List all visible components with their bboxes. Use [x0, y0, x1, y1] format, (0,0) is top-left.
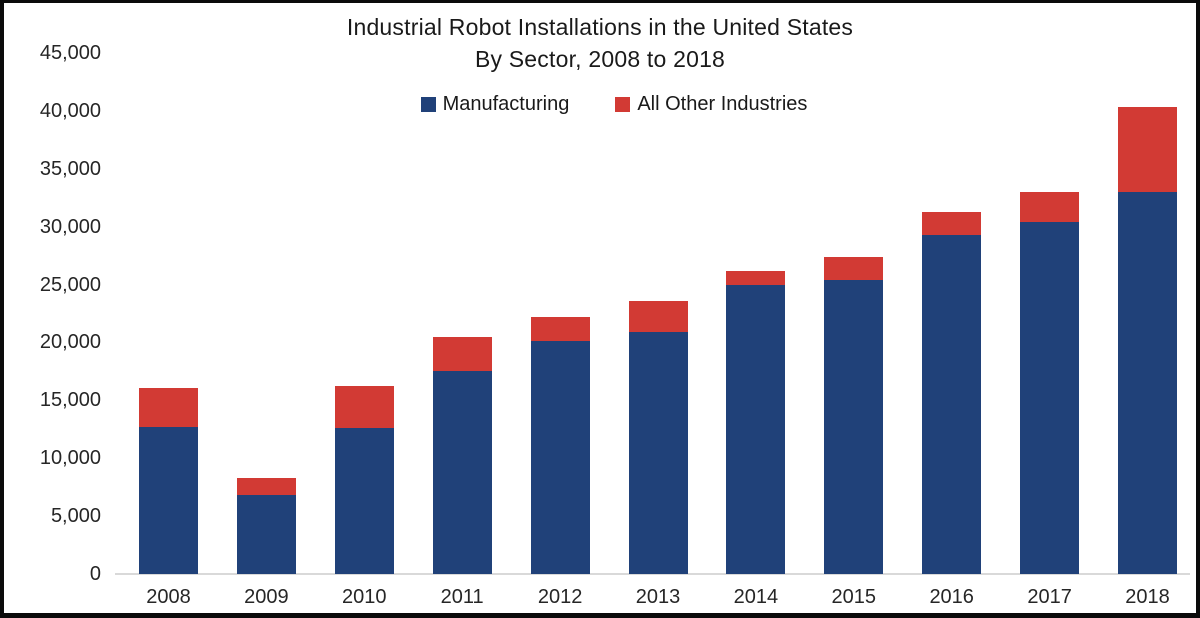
y-tick-label-15000: 15,000 [39, 389, 101, 412]
chart-title: Industrial Robot Installations in the Un… [346, 14, 854, 40]
x-axis: 2008 2009 2010 2011 2012 2013 2014 2015 2016 2017… [4, 3, 1196, 613]
chart-subtitle: By Sector, 2008 to 2018 [474, 46, 726, 72]
bar-segment-manufacturing-2016 [922, 235, 982, 574]
y-axis: 0 5,000 10,000 15,000 20,000 25,000 30,000 35,0… [4, 3, 101, 613]
legend-item-manufacturing: Manufacturing [420, 93, 570, 116]
y-tick-label-5000: 5,000 [50, 505, 101, 528]
y-tick-label-25000: 25,000 [39, 273, 101, 296]
bar-segment-manufacturing-2018 [1118, 192, 1177, 574]
x-tick-label-2009: 2009 [244, 586, 289, 608]
bar-segment-all-other-industries-2015 [824, 257, 884, 280]
legend-label-all-other-industries: All Other Industries [637, 93, 808, 115]
y-tick-label-20000: 20,000 [39, 331, 101, 354]
bar-segment-manufacturing-2011 [432, 371, 492, 574]
bar-segment-all-other-industries-2012 [530, 317, 590, 341]
x-tick-label-2013: 2013 [635, 586, 681, 608]
bar-2010 [334, 386, 394, 574]
y-tick-label-35000: 35,000 [39, 157, 101, 180]
bar-2017 [1020, 192, 1080, 574]
all-other-industries-swatch-icon [615, 97, 631, 112]
chart-canvas: Industrial Robot Installations in the Un… [4, 3, 1196, 613]
manufacturing-swatch-icon [420, 97, 436, 112]
x-tick-label-2016: 2016 [929, 586, 974, 608]
bar-segment-manufacturing-2017 [1020, 222, 1080, 574]
chart-legend: Manufacturing All Other Industries [64, 93, 1164, 116]
bar-2015 [824, 257, 884, 574]
bar-segment-all-other-industries-2011 [432, 337, 492, 371]
bar-2012 [530, 317, 590, 574]
y-tick-label-45000: 45,000 [39, 42, 101, 64]
x-tick-label-2010: 2010 [342, 586, 387, 608]
bar-segment-all-other-industries-2009 [236, 478, 296, 495]
y-tick-label-30000: 30,000 [39, 215, 101, 238]
bar-2016 [922, 212, 982, 574]
bar-segment-manufacturing-2010 [334, 428, 394, 574]
bar-segment-all-other-industries-2008 [139, 388, 198, 427]
x-tick-label-2011: 2011 [440, 586, 484, 608]
bar-segment-all-other-industries-2013 [628, 301, 688, 332]
x-tick-label-2017: 2017 [1027, 586, 1072, 608]
bar-segment-manufacturing-2014 [726, 285, 786, 574]
bar-2018 [1118, 107, 1177, 574]
bar-segment-manufacturing-2012 [530, 341, 590, 574]
bar-2013 [628, 301, 688, 574]
bar-segment-manufacturing-2008 [139, 427, 198, 574]
x-tick-label-2008: 2008 [146, 586, 191, 608]
bar-2011 [432, 337, 492, 574]
x-tick-label-2012: 2012 [537, 586, 583, 608]
y-tick-label-40000: 40,000 [39, 99, 101, 122]
x-axis-line [115, 573, 1190, 575]
x-tick-label-2014: 2014 [733, 586, 779, 608]
y-tick-label-10000: 10,000 [39, 447, 101, 470]
legend-label-manufacturing: Manufacturing [442, 93, 570, 115]
bar-segment-all-other-industries-2017 [1020, 192, 1080, 222]
bar-segment-all-other-industries-2018 [1118, 107, 1177, 192]
bar-segment-manufacturing-2015 [824, 280, 884, 574]
bar-2014 [726, 271, 786, 574]
bar-segment-all-other-industries-2010 [334, 386, 394, 428]
bar-2008 [139, 388, 198, 574]
legend-item-all-other-industries: All Other Industries [615, 93, 807, 116]
bar-segment-manufacturing-2009 [236, 495, 296, 574]
bar-2009 [236, 478, 296, 574]
plot-area [4, 3, 1196, 613]
x-tick-label-2018: 2018 [1125, 586, 1170, 608]
y-tick-label-0: 0 [89, 563, 101, 585]
x-tick-label-2015: 2015 [831, 586, 877, 608]
bar-segment-all-other-industries-2016 [922, 212, 982, 235]
bar-segment-manufacturing-2013 [628, 332, 688, 574]
bar-segment-all-other-industries-2014 [726, 271, 786, 285]
